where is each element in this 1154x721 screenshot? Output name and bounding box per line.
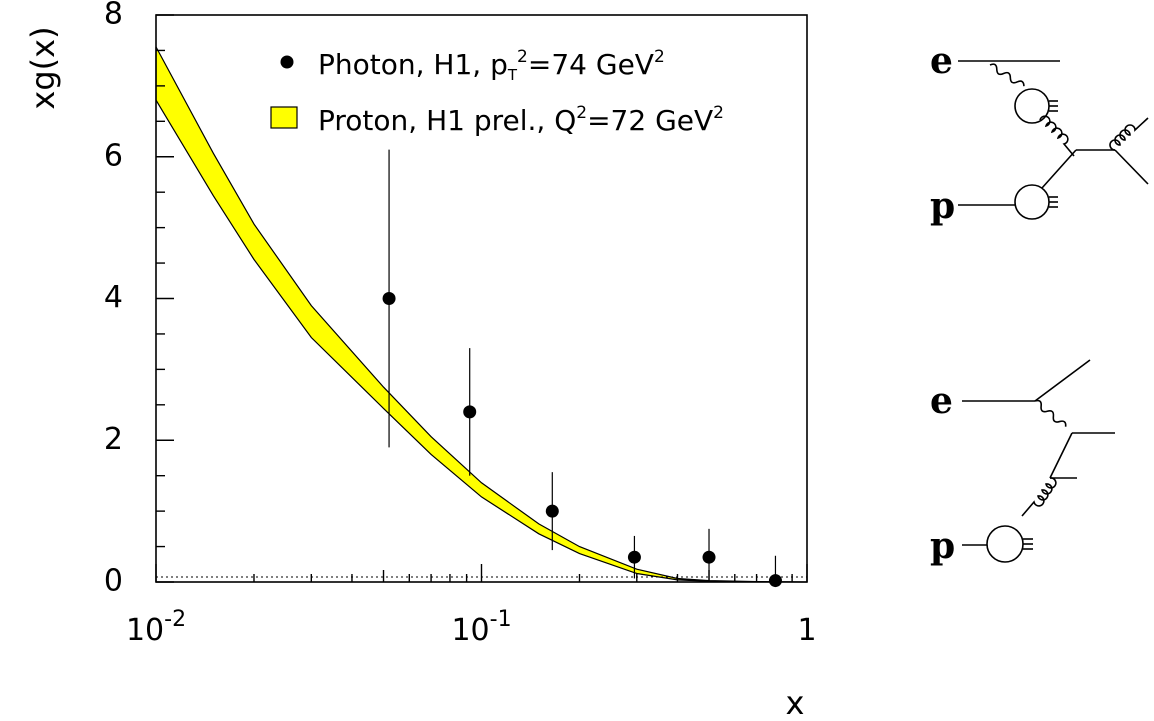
legend-proton-symbol <box>270 106 298 129</box>
photon-data-point <box>545 504 559 518</box>
y-tick-label: 2 <box>104 422 123 457</box>
y-tick-label: 4 <box>104 280 123 315</box>
legend-photon-symbol <box>280 55 294 69</box>
legend-label-2: Proton, H1 prel., Q2=72 GeV2 <box>318 103 724 137</box>
legend: Photon, H1, pT2=74 GeV2 Proton, H1 prel.,… <box>270 47 724 137</box>
plot-area: 10-2 10-1 1 0 2 4 6 8 <box>104 0 817 648</box>
photon-data-point <box>382 292 396 305</box>
x-tick-label: 10-2 <box>126 607 186 648</box>
photon-data-point <box>627 550 641 564</box>
y-tick-label: 0 <box>104 564 123 599</box>
legend-label-1: Photon, H1, pT2=74 GeV2 <box>318 47 665 84</box>
photon-data-point <box>463 405 477 419</box>
resolved-photon-diagram: e p <box>930 40 1149 227</box>
y-axis-title: xg(x) <box>24 26 62 109</box>
photon-data-point <box>768 574 782 588</box>
y-tick-label: 6 <box>104 138 123 173</box>
diagram2-proton-label: p <box>930 525 955 567</box>
direct-photon-diagram: e p <box>930 359 1115 567</box>
diagram1-proton-label: p <box>930 185 955 227</box>
photon-data-point <box>702 550 716 564</box>
x-axis-title: x <box>786 684 805 721</box>
y-tick-label: 8 <box>104 0 123 32</box>
x-tick-label: 1 <box>797 613 816 648</box>
x-tick-label: 10-1 <box>451 607 511 648</box>
diagram1-electron-label: e <box>930 40 953 82</box>
diagram2-electron-label: e <box>930 380 953 422</box>
